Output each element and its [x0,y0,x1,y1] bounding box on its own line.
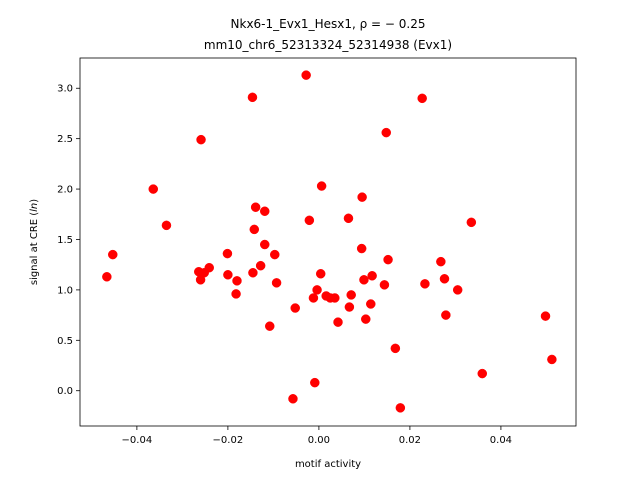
data-point [148,184,159,194]
data-point [343,213,354,224]
data-point [383,254,393,265]
data-point [270,249,280,260]
data-point [420,279,430,289]
x-tick-label: −0.02 [213,435,244,446]
chart-title-line2: mm10_chr6_52313324_52314938 (Evx1) [204,38,452,52]
data-point [223,270,233,280]
data-point [222,248,233,259]
data-point [259,206,270,216]
data-point [452,285,463,295]
data-point [259,239,270,250]
plot-area [102,70,557,413]
data-point [359,275,369,285]
data-point [250,202,261,212]
data-point [547,354,557,365]
data-point [161,220,172,231]
data-point [231,289,241,299]
data-point [248,268,258,278]
data-point [308,293,319,303]
data-point [196,134,206,145]
y-tick-label: 1.5 [57,235,73,246]
x-axis: −0.04 −0.02 0.00 0.02 0.04 [122,426,512,446]
data-point [466,217,477,228]
data-point [379,280,390,290]
data-point [390,343,401,354]
data-point [477,368,488,379]
data-point [316,181,327,191]
y-tick-label: 0.5 [57,336,73,347]
data-point [346,290,356,300]
y-tick-label: 2.5 [57,134,73,145]
data-point [290,303,300,313]
data-point [315,269,326,279]
data-point [204,262,214,273]
y-tick-label: 1.0 [57,285,73,296]
data-point [344,302,355,312]
data-point [356,243,367,254]
x-axis-label: motif activity [295,459,361,470]
y-tick-label: 3.0 [57,84,73,95]
y-tick-label: 2.0 [57,185,73,196]
x-tick-label: 0.00 [308,435,330,446]
data-point [310,377,320,388]
data-point [255,260,266,271]
data-point [333,317,343,327]
data-point [108,249,118,260]
data-point [441,310,451,320]
data-point [301,70,311,80]
data-point [361,314,371,324]
data-point [271,278,282,288]
data-point [395,403,406,413]
data-point [366,299,376,309]
data-point [312,285,322,295]
data-point [381,127,391,138]
data-point [288,394,298,404]
y-tick-label: 0.0 [57,386,73,397]
data-point [330,293,340,303]
data-point [367,271,377,281]
data-point [439,274,450,284]
x-tick-label: −0.04 [122,435,153,446]
data-point [436,256,446,267]
x-tick-label: 0.02 [399,435,421,446]
y-axis: 0.0 0.5 1.0 1.5 2.0 2.5 3.0 [57,84,80,397]
y-axis-label: signal at CRE (ln) [29,199,40,285]
data-point [249,224,260,235]
x-tick-label: 0.04 [490,435,512,446]
data-point [265,321,275,331]
chart-title-line1: Nkx6-1_Evx1_Hesx1, ρ = − 0.25 [231,17,426,31]
data-point [417,93,427,104]
data-point [304,215,315,226]
data-point [102,272,112,282]
axes-frame [79,57,577,427]
data-point [540,311,551,321]
data-point [232,276,242,286]
data-point [357,192,367,202]
data-point [247,92,258,103]
